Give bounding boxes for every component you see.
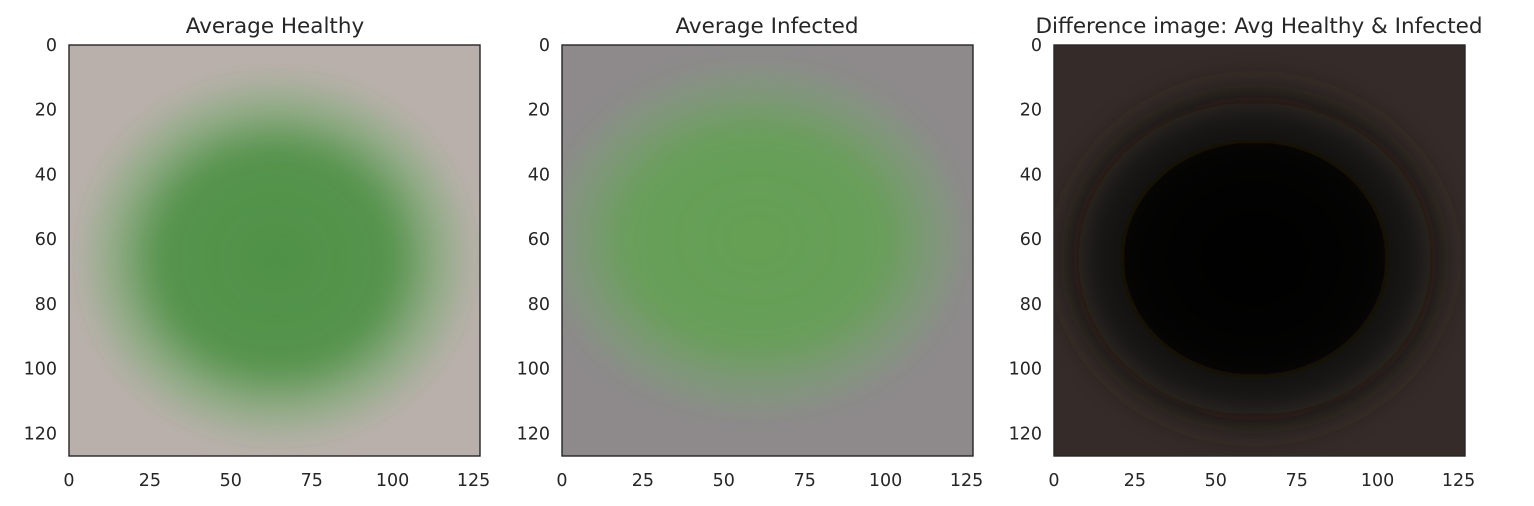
panel-title: Difference image: Avg Healthy & Infected (1035, 14, 1482, 39)
image-area (1054, 45, 1465, 456)
y-tick-label: 60 (528, 230, 550, 250)
axes-frame (561, 44, 974, 457)
x-tick-label: 100 (1361, 471, 1394, 491)
y-tick-label: 120 (1009, 424, 1042, 444)
y-tick-label: 20 (35, 101, 57, 121)
panel-title: Average Healthy (186, 14, 365, 39)
x-tick-label: 125 (457, 471, 490, 491)
x-tick-label: 0 (1048, 471, 1059, 491)
y-tick-label: 60 (1020, 230, 1042, 250)
image-area (69, 45, 480, 456)
x-tick-label: 50 (713, 471, 735, 491)
panel-difference: Difference image: Avg Healthy & Infected… (1009, 14, 1483, 491)
y-tick-label: 40 (35, 165, 57, 185)
x-tick-label: 100 (869, 471, 902, 491)
x-tick-label: 125 (950, 471, 983, 491)
x-tick-label: 100 (376, 471, 409, 491)
y-tick-label: 80 (1020, 295, 1042, 315)
x-tick-label: 75 (301, 471, 323, 491)
x-tick-label: 75 (794, 471, 816, 491)
y-tick-label: 0 (46, 36, 57, 56)
axes-frame (1053, 44, 1466, 457)
y-tick-label: 80 (528, 295, 550, 315)
y-tick-label: 100 (517, 360, 550, 380)
image-area (562, 45, 973, 456)
panel-healthy: Average Healthy 0 25 50 75 100 125 0 20 40 60 80 10… (24, 14, 491, 491)
y-tick-label: 40 (1020, 165, 1042, 185)
x-tick-label: 125 (1442, 471, 1475, 491)
y-tick-label: 20 (528, 101, 550, 121)
y-tick-label: 100 (1009, 360, 1042, 380)
panel-title: Average Infected (675, 14, 858, 39)
y-tick-label: 100 (24, 360, 57, 380)
axes-frame (68, 44, 481, 457)
y-tick-label: 80 (35, 295, 57, 315)
panel-infected: Average Infected 0 25 50 75 100 125 0 20 40 60 80 1… (517, 14, 984, 491)
leaf-blob (104, 100, 448, 418)
y-tick-label: 60 (35, 230, 57, 250)
y-tick-label: 0 (1031, 36, 1042, 56)
x-tick-label: 25 (632, 471, 654, 491)
x-tick-label: 25 (1124, 471, 1146, 491)
x-tick-label: 75 (1286, 471, 1308, 491)
leaf-blob (571, 87, 941, 392)
x-tick-label: 0 (63, 471, 74, 491)
y-tick-label: 0 (539, 36, 550, 56)
y-tick-label: 120 (24, 424, 57, 444)
y-tick-label: 40 (528, 165, 550, 185)
x-tick-label: 0 (556, 471, 567, 491)
x-tick-label: 50 (220, 471, 242, 491)
x-tick-label: 50 (1205, 471, 1227, 491)
y-tick-label: 20 (1020, 101, 1042, 121)
leaf-blob (1079, 103, 1430, 414)
y-tick-label: 120 (517, 424, 550, 444)
x-tick-label: 25 (139, 471, 161, 491)
